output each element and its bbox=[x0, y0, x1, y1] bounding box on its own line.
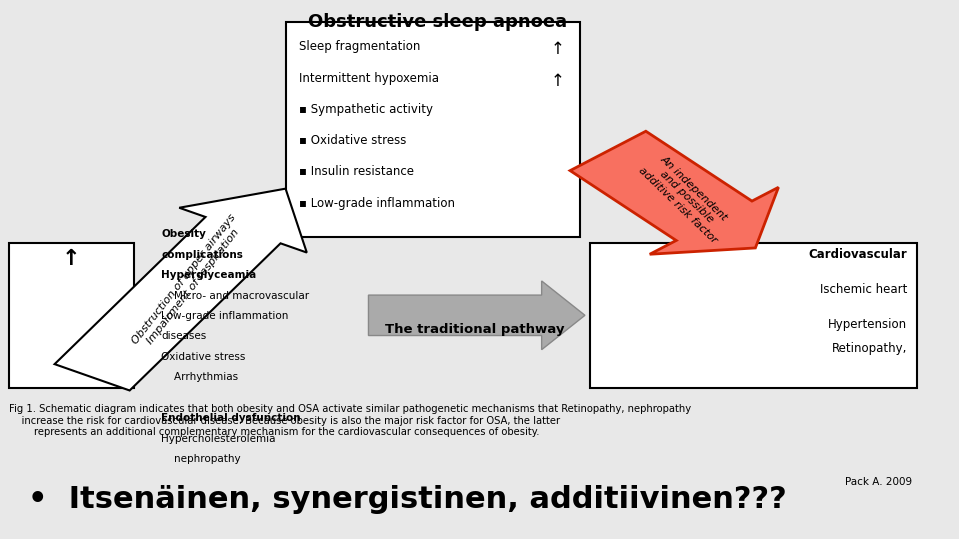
FancyBboxPatch shape bbox=[10, 243, 133, 388]
Text: ▪ Low-grade inflammation: ▪ Low-grade inflammation bbox=[299, 197, 456, 210]
Text: Intermittent hypoxemia: Intermittent hypoxemia bbox=[299, 72, 439, 85]
Text: ↑: ↑ bbox=[61, 248, 81, 269]
Text: complications: complications bbox=[161, 250, 243, 260]
Text: nephropathy: nephropathy bbox=[161, 454, 241, 465]
Polygon shape bbox=[368, 281, 585, 350]
FancyBboxPatch shape bbox=[286, 22, 580, 237]
Text: ↑: ↑ bbox=[550, 72, 564, 89]
Text: An independent
and possible
additive risk factor: An independent and possible additive ris… bbox=[637, 148, 736, 245]
Text: ▪ Insulin resistance: ▪ Insulin resistance bbox=[299, 165, 414, 178]
Text: Oxidative stress: Oxidative stress bbox=[161, 352, 246, 362]
Text: Obstruction of upper airways
Impairment of respiration: Obstruction of upper airways Impairment … bbox=[130, 212, 247, 354]
Polygon shape bbox=[570, 131, 779, 254]
Text: Cardiovascular: Cardiovascular bbox=[808, 248, 907, 261]
Text: Micro- and macrovascular: Micro- and macrovascular bbox=[161, 291, 310, 301]
Text: ▪ Sympathetic activity: ▪ Sympathetic activity bbox=[299, 103, 433, 116]
Polygon shape bbox=[55, 189, 307, 390]
Text: Ischemic heart: Ischemic heart bbox=[820, 283, 907, 296]
Text: Hypercholesterolemia: Hypercholesterolemia bbox=[161, 434, 275, 444]
Text: diseases: diseases bbox=[161, 331, 206, 342]
Text: The traditional pathway: The traditional pathway bbox=[385, 323, 564, 336]
Text: Retinopathy,: Retinopathy, bbox=[832, 342, 907, 355]
FancyBboxPatch shape bbox=[590, 243, 917, 388]
Text: Obstructive sleep apnoea: Obstructive sleep apnoea bbox=[308, 13, 567, 31]
Text: Sleep fragmentation: Sleep fragmentation bbox=[299, 40, 421, 53]
Text: ▪ Oxidative stress: ▪ Oxidative stress bbox=[299, 134, 407, 147]
Text: ↑: ↑ bbox=[550, 40, 564, 58]
Text: Endothelial dysfunction: Endothelial dysfunction bbox=[161, 413, 301, 424]
Text: Low-grade inflammation: Low-grade inflammation bbox=[161, 311, 289, 321]
Text: •  Itsenäinen, synergistinen, additiivinen???: • Itsenäinen, synergistinen, additiivine… bbox=[28, 485, 786, 514]
Text: Obesity: Obesity bbox=[161, 229, 206, 239]
Text: Pack A. 2009: Pack A. 2009 bbox=[845, 477, 912, 487]
Text: Hyperglyceamia: Hyperglyceamia bbox=[161, 270, 256, 280]
Text: Hypertension: Hypertension bbox=[829, 318, 907, 331]
Text: Fig 1. Schematic diagram indicates that both obesity and OSA activate similar pa: Fig 1. Schematic diagram indicates that … bbox=[10, 404, 691, 438]
Text: Arrhythmias: Arrhythmias bbox=[161, 372, 239, 383]
